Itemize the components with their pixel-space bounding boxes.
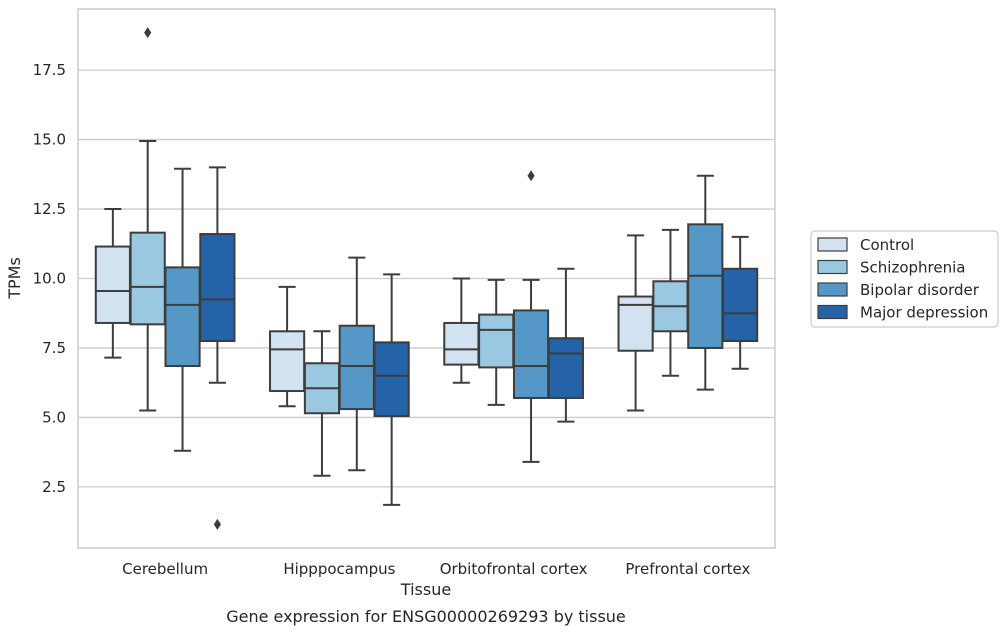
box-plot [652,228,689,377]
legend-item: Control [817,236,914,254]
x-tick-label: Orbitofrontal cortex [440,560,588,578]
iqr-box [722,267,759,343]
legend-swatch [817,237,848,252]
box-plot [547,267,584,423]
iqr-box [443,321,480,366]
box-plot [94,208,131,359]
iqr-box [199,233,236,343]
outlier-point [144,27,152,39]
x-axis-label: Tissue [400,580,451,599]
x-tick-label: Hipppocampus [283,560,395,578]
y-tick-label: 17.5 [33,61,66,79]
legend-label: Control [860,236,914,254]
x-tick-label: Prefrontal cortex [625,560,750,578]
iqr-box [94,245,131,324]
plot-area-frame [77,8,776,549]
box-plot [199,166,236,530]
iqr-box [373,341,410,418]
iqr-box [512,309,550,399]
y-tick-label: 12.5 [33,200,66,218]
outlier-point [213,518,221,530]
chart-caption: Gene expression for ENSG00000269293 by t… [226,607,626,626]
x-tick-label: Cerebellum [122,560,208,578]
box-plot [373,273,410,506]
iqr-box [269,330,306,393]
outlier-point [527,170,535,182]
box-group-orbitofrontal-cortex [443,170,584,463]
legend-label: Bipolar disorder [860,281,980,299]
box-plot [269,285,306,408]
y-tick-labels: 2.5 5.0 7.5 10.0 12.5 15.0 17.5 [33,61,66,496]
legend-swatch [817,282,848,297]
y-tick-label: 2.5 [42,478,66,496]
iqr-box [129,231,166,326]
box-plot [512,170,550,463]
box-plot [303,330,341,477]
iqr-box [478,313,515,369]
box-plot [722,235,759,370]
iqr-box [164,266,201,368]
legend-label: Major depression [860,304,988,322]
box-group-cerebellum [94,27,236,530]
legend-item: Bipolar disorder [817,281,980,299]
box-plot [443,277,480,384]
legend-swatch [817,259,848,275]
box-group-hipppocampus [269,256,410,506]
legend-swatch [817,304,848,320]
box-plot [164,167,201,452]
box-plot [129,27,166,412]
legend-label: Schizophrenia [860,259,965,277]
box-plot [338,256,375,472]
box-plot [478,278,515,406]
y-tick-label: 5.0 [42,408,66,426]
legend: Control Schizophrenia Bipolar disorder Majo… [810,230,999,328]
iqr-box [547,337,584,399]
legend-frame [810,230,999,328]
x-tick-labels: Cerebellum Hipppocampus Orbitofrontal cort… [122,560,750,578]
legend-item: Major depression [817,304,988,322]
y-tick-label: 10.0 [33,270,66,288]
y-axis-label: TPMs [5,257,24,300]
iqr-box [338,324,375,411]
y-tick-label: 7.5 [42,339,66,357]
box-plot [687,174,724,391]
box-groups [94,27,759,530]
legend-item: Schizophrenia [817,259,965,277]
iqr-box [687,223,724,349]
box-group-prefrontal-cortex [617,174,759,412]
y-tick-label: 15.0 [33,131,66,149]
box-plot [617,234,654,412]
